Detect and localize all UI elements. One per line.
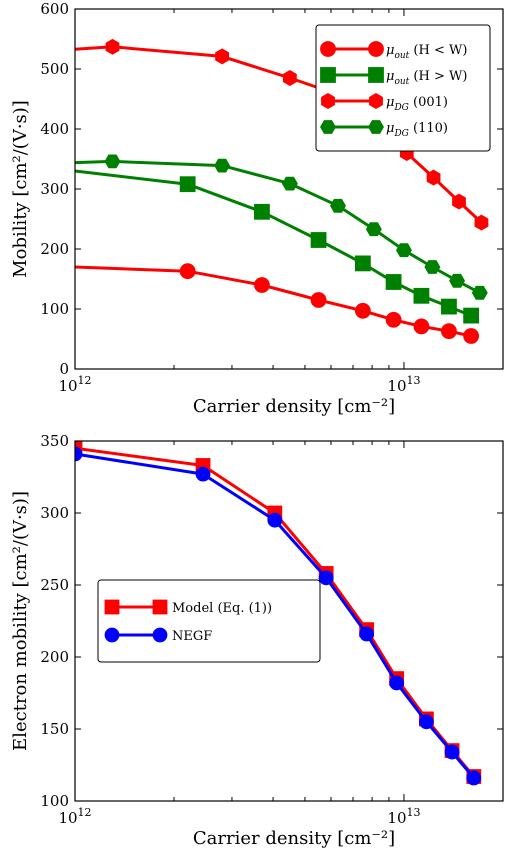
legend-marker-0	[104, 599, 120, 615]
data-point-2-2	[282, 70, 297, 86]
data-point-1-4	[385, 274, 402, 290]
x-axis-label: Carrier density [cm⁻²]	[193, 828, 395, 849]
x-tick-label: 1012	[58, 806, 91, 827]
data-point-3-3	[329, 198, 346, 213]
legend-marker-1	[320, 67, 336, 83]
y-axis-label: Mobility [cm²/(V·s)]	[10, 100, 31, 278]
y-tick-label: 400	[40, 120, 69, 138]
legend-label-2: μDG (001)	[386, 95, 448, 113]
data-point-1-1	[254, 203, 270, 220]
data-point-0-7	[463, 328, 480, 344]
series-line-3	[75, 159, 481, 295]
y-tick-label: 200	[40, 648, 69, 666]
data-point-2-1	[215, 48, 230, 65]
legend-marker-1	[368, 67, 384, 83]
data-point-2-7	[452, 193, 466, 210]
data-point-3-7	[449, 273, 466, 288]
legend-label-0: Model (Eq. (1))	[172, 601, 272, 616]
data-point-3-2	[281, 176, 298, 191]
data-point-1-3	[318, 570, 334, 586]
data-point-1-5	[413, 287, 430, 304]
data-point-1-1	[195, 466, 211, 482]
data-point-1-2	[310, 232, 327, 248]
legend-label-1: μout (H > W)	[386, 69, 467, 87]
y-tick-label: 100	[40, 792, 69, 810]
data-point-2-0	[105, 38, 120, 55]
data-point-1-3	[354, 255, 371, 272]
data-point-0-2	[310, 292, 327, 308]
data-point-0-3	[354, 302, 371, 319]
y-axis-label: Electron mobility [cm²/(V·s)]	[10, 491, 31, 751]
y-tick-label: 100	[40, 300, 69, 318]
data-point-1-0	[179, 176, 196, 193]
y-tick-label: 200	[40, 240, 69, 258]
y-tick-label: 150	[40, 720, 69, 738]
data-point-1-8	[466, 770, 482, 786]
data-point-1-6	[419, 714, 434, 730]
data-point-1-0	[75, 446, 83, 462]
legend-box	[315, 24, 491, 152]
legend-label-1: NEGF	[172, 629, 212, 644]
series-line-1	[75, 169, 472, 317]
data-point-3-0	[104, 154, 121, 169]
data-point-0-4	[385, 311, 402, 328]
data-point-0-1	[254, 277, 270, 293]
data-point-1-2	[267, 512, 283, 528]
legend: Model (Eq. (1)) NEGF	[97, 579, 321, 663]
data-point-0-6	[441, 323, 457, 340]
data-point-1-5	[389, 675, 405, 691]
legend-marker-0	[368, 41, 384, 57]
y-tick-label: 600	[40, 0, 69, 18]
y-tick-label: 350	[40, 432, 69, 450]
plot-frame	[74, 440, 504, 802]
x-tick-label: 1013	[387, 806, 420, 827]
y-tick-label: 300	[40, 504, 69, 522]
legend-marker-0	[152, 599, 168, 615]
data-point-2-6	[426, 169, 441, 186]
y-tick-label: 300	[40, 180, 69, 198]
legend-label-3: μDG (110)	[386, 121, 448, 139]
x-tick-label: 1012	[58, 374, 91, 395]
legend-box	[97, 579, 321, 663]
series-group	[75, 441, 482, 786]
x-tick-label: 1013	[387, 374, 420, 395]
data-point-3-4	[365, 222, 382, 237]
legend-marker-1	[104, 627, 120, 643]
data-point-2-8	[474, 214, 489, 231]
legend-marker-3	[368, 120, 384, 134]
data-point-1-7	[463, 307, 480, 324]
data-point-3-8	[471, 285, 488, 300]
legend-marker-2	[321, 93, 335, 109]
data-point-1-4	[359, 626, 375, 642]
y-tick-label: 500	[40, 60, 69, 78]
y-tick-label: 250	[40, 576, 69, 594]
series-line-0	[75, 265, 472, 338]
data-point-0-0	[179, 263, 196, 280]
data-point-1-7	[444, 744, 460, 760]
legend-label-0: μout (H < W)	[386, 43, 467, 61]
data-point-3-6	[424, 260, 441, 274]
y-tick-label: 0	[59, 360, 69, 378]
legend-marker-0	[320, 41, 336, 57]
data-point-1-6	[441, 298, 457, 315]
data-point-3-5	[396, 243, 412, 258]
data-point-3-1	[214, 158, 231, 173]
legend-marker-1	[152, 627, 168, 643]
data-point-0-5	[413, 318, 430, 335]
legend-marker-3	[320, 120, 336, 134]
legend: μout (H < W) μout (H > W) μDG (001) μDG (11…	[315, 24, 491, 152]
legend-marker-2	[369, 93, 383, 109]
x-axis-label: Carrier density [cm⁻²]	[193, 396, 395, 417]
